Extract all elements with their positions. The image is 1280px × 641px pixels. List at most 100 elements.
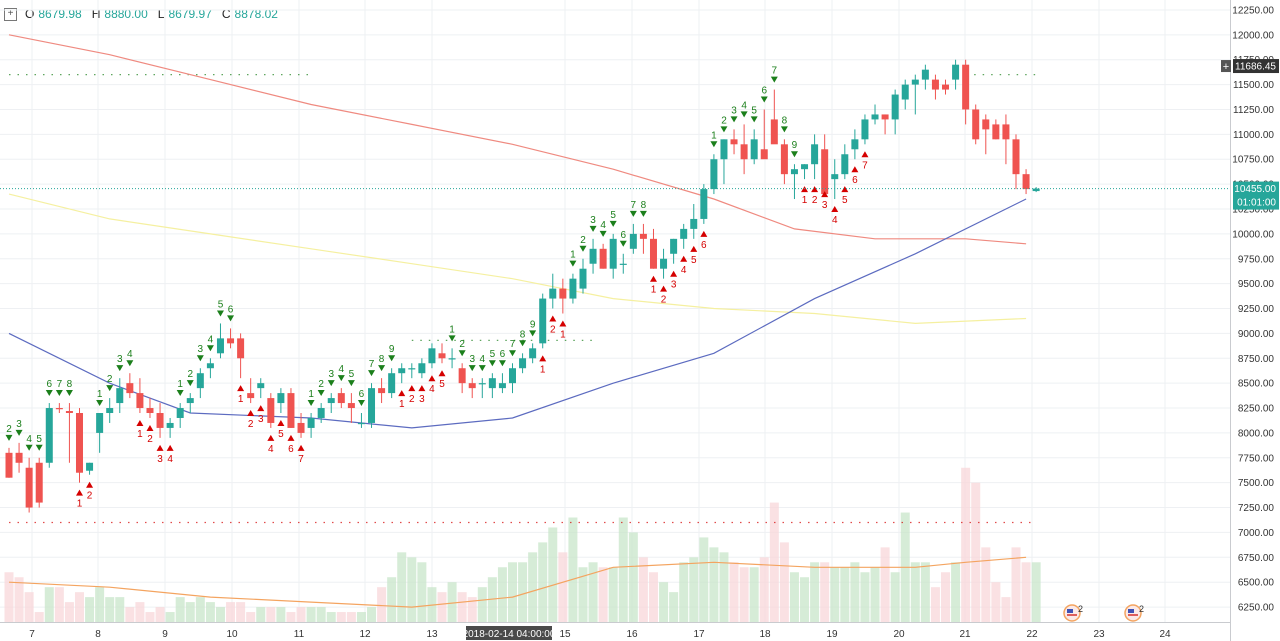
time-axis[interactable]: 7 8 9 10 11 12 13 15 16 17 18 19 20 21 22 23 24 2018-02-1… [0,622,1230,641]
sequential-arrow-down [609,220,617,227]
candle-body [5,452,13,478]
candle [509,363,516,394]
sequential-arrow-down [519,340,527,347]
sequential-number: 6 [701,240,707,251]
candle [378,378,386,404]
candle-body [337,393,345,404]
candle [690,204,698,239]
sequential-number: 2 [459,339,465,350]
candle [680,223,688,249]
countdown-label: 01:01:00 [1237,198,1276,209]
sequential-arrow-down [790,151,798,158]
candle-body [881,114,889,120]
volume-bar [115,597,125,622]
time-tick-label: 12 [359,629,371,640]
volume-bar [407,557,417,622]
candle [96,413,104,453]
sequential-arrow-down [730,116,738,123]
volume-bar [387,577,397,622]
plus-square-icon[interactable]: + [4,7,17,21]
time-tick-label: 17 [693,629,705,640]
sequential-number: 5 [490,349,496,360]
volume-bar [226,602,236,622]
sequential-arrow-up [428,375,436,382]
volume-bar [528,552,538,622]
volume-bar [497,567,507,622]
sequential-arrow-up [690,245,698,252]
sequential-number: 5 [691,255,697,266]
candle-body [760,149,768,160]
candle-body [75,413,83,473]
last-price-label: 10455.00 [1234,184,1276,195]
candle-body [851,139,859,150]
price-tick-label: 11500.00 [1233,80,1274,91]
volume-bar [175,597,185,622]
sequential-arrow-down [740,111,748,118]
volume-bar [860,572,870,622]
candle [408,363,416,379]
open-value: 8679.98 [38,7,82,21]
sequential-arrow-down [337,375,345,382]
us-flag-icon[interactable]: 2 [1124,604,1144,622]
candle [257,378,265,399]
sequential-arrow-down [619,240,627,247]
sequential-arrow-down [488,360,496,367]
time-tick-label: 20 [893,629,905,640]
candle-body [116,388,124,404]
price-tick-label: 11000.00 [1233,130,1274,141]
candle [357,413,365,428]
time-tick-label: 19 [826,629,838,640]
volume-bar [870,567,880,622]
chart-grid [0,0,1230,622]
candle-body [730,139,738,145]
candle [216,323,224,359]
candle [811,134,819,180]
volume-bar [236,602,246,622]
volume-bar [729,562,739,622]
sequential-arrow-down [45,390,53,397]
candle [831,159,839,200]
candle [488,373,496,399]
ohlc-legend: + O 8679.98 H 8880.00 L 8679.97 C 8878.02 [4,7,284,21]
candle-body [438,353,446,359]
sequential-number: 6 [620,230,626,241]
sequential-arrow-down [780,126,788,133]
volume-bar [457,592,467,622]
volume-bar [437,592,447,622]
sequential-arrow-up [680,255,688,262]
price-tick-label: 12250.00 [1232,5,1274,16]
candle-body [921,69,929,80]
candle [237,333,245,379]
volume-bar [64,602,74,622]
candle [1022,169,1030,195]
sequential-number: 4 [26,434,32,445]
sequential-number: 9 [389,344,395,355]
time-tick-label: 15 [559,629,571,640]
sequential-arrow-up [539,355,547,362]
time-tick-label: 11 [294,629,305,640]
sequential-number: 4 [339,364,345,375]
volume-bar [789,572,799,622]
volume-bar [850,562,860,622]
candle-body [811,144,819,165]
sequential-number: 4 [681,265,687,276]
candle [196,368,204,399]
candle [86,462,94,475]
us-flag-icon[interactable]: 2 [1063,604,1083,622]
volume-bar [880,547,890,622]
low-value: 8679.97 [168,7,212,21]
time-tick-label: 8 [95,629,101,640]
candle-body [660,258,668,269]
sequential-arrow-up [418,385,426,392]
candle-body [861,119,869,140]
volume-bar [618,517,628,622]
sequential-arrow-up [660,285,668,292]
sequential-arrow-up [267,434,275,441]
candle-body [740,144,748,160]
candle-body [86,462,94,471]
time-tick-label: 18 [759,629,771,640]
volume-bar [518,562,528,622]
price-axis[interactable]: 12250.0012000.0011750.0011500.0011250.00… [1221,0,1280,641]
